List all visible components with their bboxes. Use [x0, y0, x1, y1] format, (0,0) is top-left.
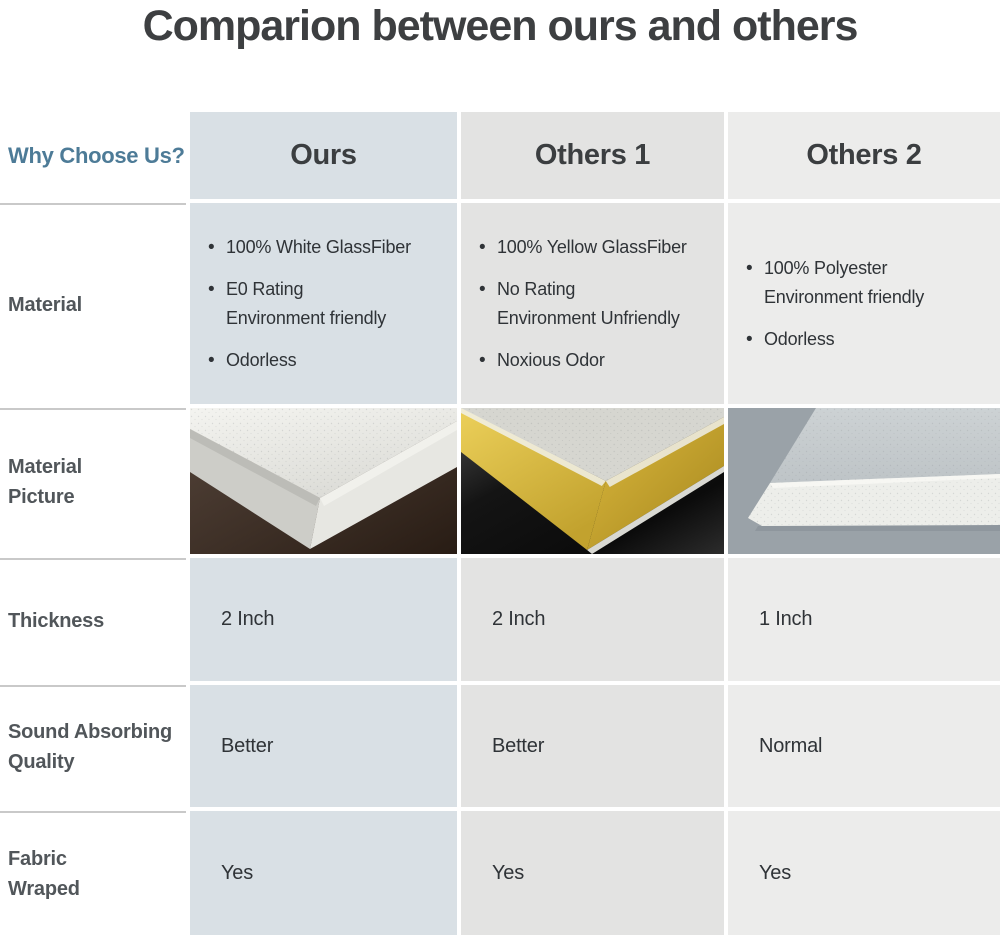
- bullet-item: Noxious Odor: [479, 346, 687, 375]
- grey-polyester-panel-photo: [728, 408, 1000, 554]
- row-label-material: Material: [0, 203, 186, 404]
- material-cell-ours: 100% White GlassFiber E0 Rating Environm…: [190, 203, 457, 404]
- thickness-cell-others2: 1 Inch: [728, 558, 1000, 681]
- material-photo-others1-cell: [461, 408, 724, 554]
- page-title: Comparion between ours and others: [142, 2, 859, 50]
- yellow-glassfiber-panel-photo: [461, 408, 724, 554]
- column-header-others1: Others 1: [461, 112, 724, 199]
- row-label-fabric-wraped: Fabric Wraped: [0, 811, 186, 935]
- fabric-cell-others1: Yes: [461, 811, 724, 935]
- bullet-item: 100% White GlassFiber: [208, 233, 411, 262]
- row-label-material-picture: Material Picture: [0, 408, 186, 554]
- material-cell-others2: 100% Polyester Environment friendly Odor…: [728, 203, 1000, 404]
- thickness-cell-others1: 2 Inch: [461, 558, 724, 681]
- column-header-ours: Ours: [190, 112, 457, 199]
- sound-quality-cell-ours: Better: [190, 685, 457, 807]
- thickness-cell-ours: 2 Inch: [190, 558, 457, 681]
- comparison-table: Why Choose Us? Ours Others 1 Others 2 Ma…: [0, 112, 1000, 935]
- column-header-others2: Others 2: [728, 112, 1000, 199]
- bullet-list: 100% White GlassFiber E0 Rating Environm…: [208, 220, 411, 388]
- corner-label: Why Choose Us?: [8, 142, 185, 168]
- bullet-item: E0 Rating Environment friendly: [208, 275, 411, 333]
- material-cell-others1: 100% Yellow GlassFiber No Rating Environ…: [461, 203, 724, 404]
- material-photo-others2-cell: [728, 408, 1000, 554]
- material-photo-ours-cell: [190, 408, 457, 554]
- bullet-item: 100% Polyester Environment friendly: [746, 254, 924, 312]
- fabric-cell-others2: Yes: [728, 811, 1000, 935]
- row-label-sound-absorbing-quality: Sound Absorbing Quality: [0, 685, 186, 807]
- bullet-item: No Rating Environment Unfriendly: [479, 275, 687, 333]
- row-label-thickness: Thickness: [0, 558, 186, 681]
- bullet-item: 100% Yellow GlassFiber: [479, 233, 687, 262]
- bullet-item: Odorless: [208, 346, 411, 375]
- bullet-item: Odorless: [746, 325, 924, 354]
- white-glassfiber-panel-photo: [190, 408, 457, 554]
- bullet-list: 100% Polyester Environment friendly Odor…: [746, 241, 924, 367]
- sound-quality-cell-others2: Normal: [728, 685, 1000, 807]
- sound-quality-cell-others1: Better: [461, 685, 724, 807]
- fabric-cell-ours: Yes: [190, 811, 457, 935]
- bullet-list: 100% Yellow GlassFiber No Rating Environ…: [479, 220, 687, 388]
